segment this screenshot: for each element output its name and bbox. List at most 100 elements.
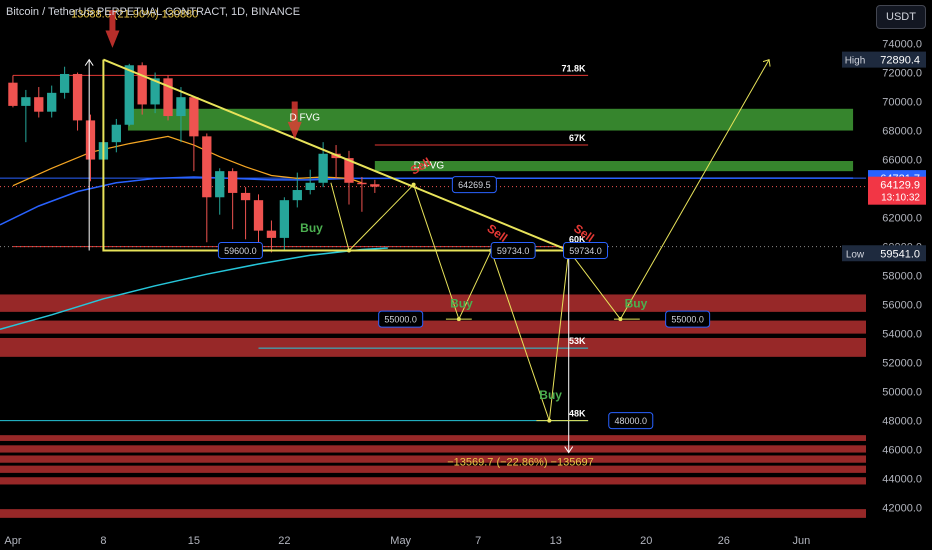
fvg-zone — [374, 161, 854, 172]
candle-body — [215, 171, 225, 198]
last-price-tag-background — [868, 176, 926, 205]
candle-body — [279, 200, 290, 238]
fvg-zone — [127, 108, 854, 131]
arrow-head — [564, 446, 574, 454]
sell-arrow-icon — [287, 101, 302, 140]
price-tick-label: 46000.0 — [882, 445, 922, 457]
sell-arrow-icon — [105, 10, 120, 48]
candle-body — [344, 158, 354, 183]
price-tick-label: 58000.0 — [882, 271, 922, 283]
long-moving-average-line — [0, 247, 388, 331]
buy-signal-label: Buy — [450, 297, 473, 311]
candle-body — [176, 97, 186, 117]
candle-body — [137, 65, 147, 105]
candle-body — [59, 73, 70, 93]
top-measure-label: 13088.0 (21.90%) 130880 — [71, 8, 198, 20]
fvg-label: D FVG — [290, 112, 321, 123]
price-value-box — [451, 176, 497, 194]
price-value-box — [217, 241, 263, 259]
candle-body — [228, 171, 238, 193]
triangle-base-line — [102, 59, 569, 252]
low-tag-label-background — [842, 245, 868, 262]
currency-selector-button[interactable]: USDT — [876, 5, 926, 29]
price-value-text: 48000.0 — [614, 416, 647, 426]
level-label: 48K — [569, 409, 586, 419]
resistance-zone — [0, 477, 866, 485]
candle-body — [163, 78, 173, 117]
time-tick-label: 13 — [550, 535, 562, 547]
level-label: 53K — [569, 336, 586, 346]
price-tick-label: 48000.0 — [882, 416, 922, 428]
path-point — [411, 182, 416, 187]
candle-body — [305, 182, 315, 191]
candle-body — [318, 153, 328, 183]
price-value-text: 55000.0 — [671, 315, 704, 325]
time-tick-label: 26 — [718, 535, 730, 547]
candle-body — [370, 184, 380, 187]
candle-body — [8, 82, 18, 106]
price-tick-label: 70000.0 — [882, 97, 922, 109]
resistance-zone — [0, 337, 866, 357]
level-label: 71.8K — [561, 63, 586, 73]
low-tag-value: 59541.0 — [880, 248, 920, 260]
mid-moving-average-line — [0, 176, 854, 226]
candle-body — [202, 136, 212, 198]
high-tag-label: High — [845, 56, 866, 67]
candle-body — [150, 78, 160, 105]
time-tick-label: 22 — [278, 535, 290, 547]
fvg-label: D FVG — [414, 160, 445, 171]
resistance-zone — [0, 465, 866, 473]
high-tag-value: 72890.4 — [880, 55, 920, 67]
candle-body — [111, 124, 121, 143]
price-value-box — [563, 241, 609, 259]
low-tag-background — [868, 245, 926, 262]
price-tick-label: 74000.0 — [882, 39, 922, 51]
price-value-text: 59734.0 — [497, 246, 530, 256]
candle-body — [72, 73, 83, 121]
price-tick-label: 72000.0 — [882, 68, 922, 80]
price-value-text: 64269.5 — [458, 180, 491, 190]
candle-body — [47, 92, 57, 112]
high-tag-label-background — [842, 51, 868, 68]
candle-body — [21, 97, 31, 106]
time-tick-label: 15 — [188, 535, 200, 547]
price-tick-label: 62000.0 — [882, 213, 922, 225]
candle-body — [253, 200, 264, 231]
resistance-zone — [0, 320, 866, 334]
resistance-zone — [0, 455, 866, 463]
sell-signal-label: Sell — [408, 155, 433, 178]
low-tag-label: Low — [846, 249, 865, 260]
price-value-text: 55000.0 — [384, 315, 417, 325]
price-scale-background — [866, 0, 932, 550]
candle-body — [124, 65, 134, 125]
candle-body — [85, 120, 96, 160]
candle-body — [292, 190, 302, 201]
triangle-trendline — [103, 58, 570, 252]
arrow-head — [762, 58, 771, 67]
price-value-text: 59734.0 — [569, 246, 602, 256]
bottom-measure-label: −13569.7 (−22.86%) −135697 — [447, 457, 594, 469]
price-tick-label: 44000.0 — [882, 474, 922, 486]
price-tick-label: 42000.0 — [882, 503, 922, 515]
level-label: 60K — [569, 235, 586, 245]
price-tick-label: 54000.0 — [882, 329, 922, 341]
candle-body — [266, 230, 277, 238]
time-tick-label: 7 — [475, 535, 481, 547]
level-label: 67K — [569, 133, 586, 143]
price-value-box — [665, 310, 711, 328]
time-tick-label: Jun — [792, 535, 810, 547]
resistance-zone — [0, 294, 866, 312]
time-tick-label: 8 — [100, 535, 106, 547]
price-value-text: 59600.0 — [224, 246, 257, 256]
price-value-box — [490, 241, 536, 259]
price-tick-label: 56000.0 — [882, 300, 922, 312]
buy-signal-label: Buy — [539, 388, 562, 402]
candle-body — [357, 182, 367, 185]
price-tick-label: 50000.0 — [882, 387, 922, 399]
candle-body — [189, 97, 199, 137]
time-tick-label: Apr — [4, 535, 21, 547]
price-tick-label: 66000.0 — [882, 155, 922, 167]
time-axis-background — [0, 528, 932, 550]
price-value-box — [378, 310, 424, 328]
